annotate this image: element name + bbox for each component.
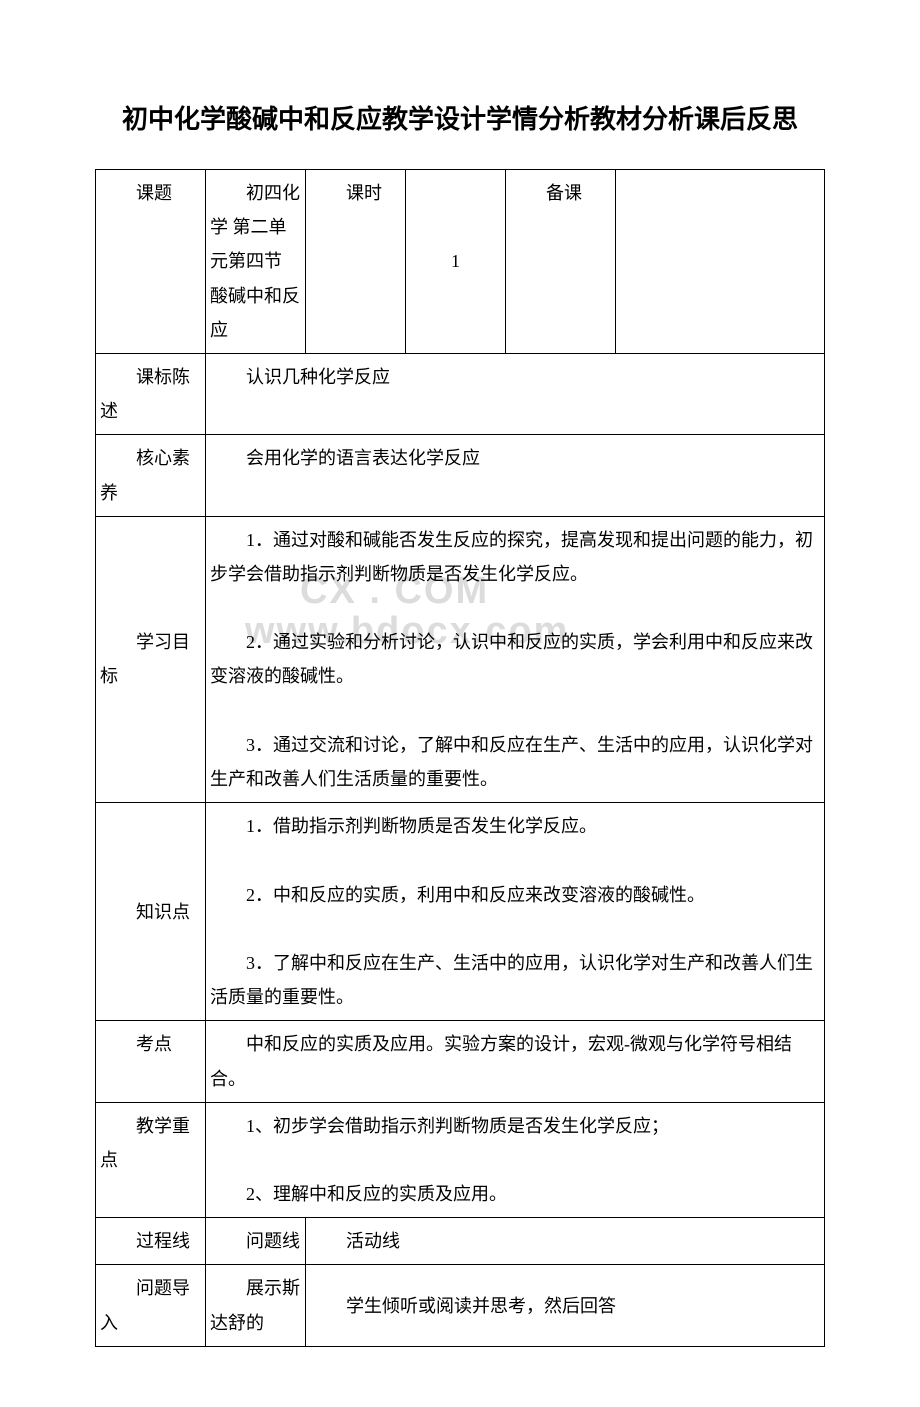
table-row: 过程线 问题线 活动线 xyxy=(96,1218,825,1265)
cell-value: 1 xyxy=(406,170,506,354)
cell-value: 会用化学的语言表达化学反应 xyxy=(206,435,825,516)
cell-label: 过程线 xyxy=(96,1218,206,1265)
table-row: 考点 中和反应的实质及应用。实验方案的设计，宏观-微观与化学符号相结合。 xyxy=(96,1021,825,1102)
table-row: 课标陈述 认识几种化学反应 xyxy=(96,353,825,434)
cell-label: 问题线 xyxy=(206,1218,306,1265)
cell-value: 认识几种化学反应 xyxy=(206,353,825,434)
table-row: 课题 初四化学 第二单元第四节 酸碱中和反应 课时 1 备课 xyxy=(96,170,825,354)
cell-value: 1．通过对酸和碱能否发生反应的探究，提高发现和提出问题的能力，初步学会借助指示剂… xyxy=(206,516,825,803)
table-row: 知识点 1．借助指示剂判断物质是否发生化学反应。 2．中和反应的实质，利用中和反… xyxy=(96,803,825,1021)
cell-value: 1．借助指示剂判断物质是否发生化学反应。 2．中和反应的实质，利用中和反应来改变… xyxy=(206,803,825,1021)
cell-label: 核心素养 xyxy=(96,435,206,516)
cell-value: 学生倾听或阅读并思考，然后回答 xyxy=(306,1265,825,1346)
cell-label: 备课 xyxy=(506,170,616,354)
cell-label: 课时 xyxy=(306,170,406,354)
cell-label: 考点 xyxy=(96,1021,206,1102)
cell-label: 课题 xyxy=(96,170,206,354)
cell-value: 展示斯达舒的 xyxy=(206,1265,306,1346)
table-row: 核心素养 会用化学的语言表达化学反应 xyxy=(96,435,825,516)
cell-value xyxy=(616,170,825,354)
table-row: 教学重点 1、初步学会借助指示剂判断物质是否发生化学反应； 2、理解中和反应的实… xyxy=(96,1102,825,1218)
table-row: 问题导入 展示斯达舒的 学生倾听或阅读并思考，然后回答 xyxy=(96,1265,825,1346)
cell-label: 学习目标 xyxy=(96,516,206,803)
document-title: 初中化学酸碱中和反应教学设计学情分析教材分析课后反思 xyxy=(95,100,825,139)
cell-label: 活动线 xyxy=(306,1218,825,1265)
cell-value: 1、初步学会借助指示剂判断物质是否发生化学反应； 2、理解中和反应的实质及应用。 xyxy=(206,1102,825,1218)
lesson-plan-table: 课题 初四化学 第二单元第四节 酸碱中和反应 课时 1 备课 课标陈述 认识几种… xyxy=(95,169,825,1347)
cell-label: 知识点 xyxy=(96,803,206,1021)
cell-value: 初四化学 第二单元第四节 酸碱中和反应 xyxy=(206,170,306,354)
table-row: 学习目标 1．通过对酸和碱能否发生反应的探究，提高发现和提出问题的能力，初步学会… xyxy=(96,516,825,803)
cell-label: 课标陈述 xyxy=(96,353,206,434)
cell-value: 中和反应的实质及应用。实验方案的设计，宏观-微观与化学符号相结合。 xyxy=(206,1021,825,1102)
cell-label: 教学重点 xyxy=(96,1102,206,1218)
cell-label: 问题导入 xyxy=(96,1265,206,1346)
